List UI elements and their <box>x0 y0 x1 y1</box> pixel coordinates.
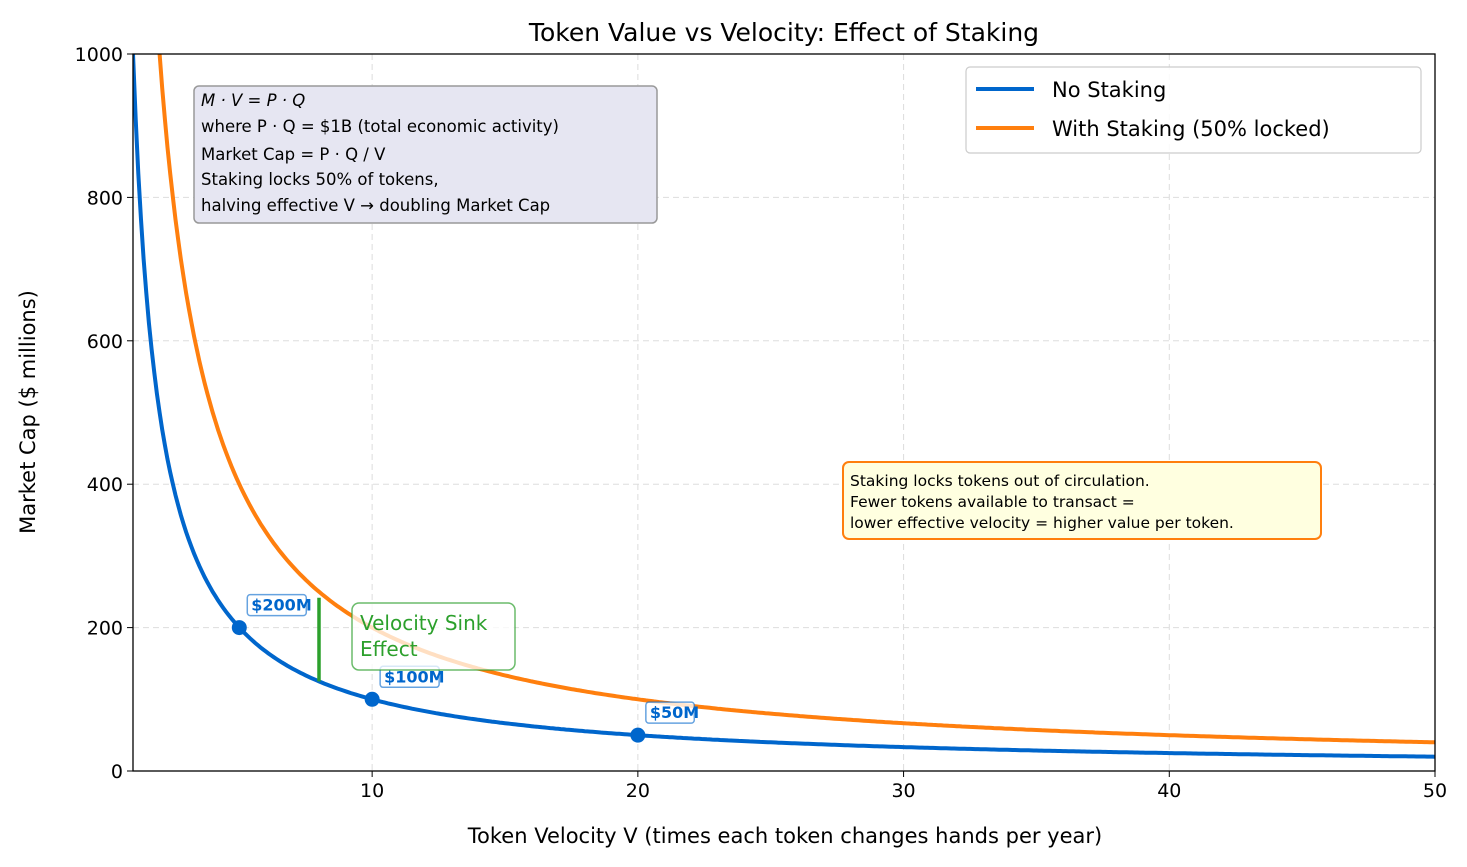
x-tick-label: 40 <box>1157 780 1181 802</box>
note-line: Fewer tokens available to transact = <box>850 493 1135 511</box>
info-line: Staking locks 50% of tokens, <box>201 170 439 189</box>
highlight-point <box>364 691 380 707</box>
y-tick-label: 1000 <box>75 44 123 66</box>
y-tick-label: 400 <box>87 474 123 496</box>
legend-label: With Staking (50% locked) <box>1052 117 1330 141</box>
point-label-box <box>645 701 696 724</box>
velocity-sink-label: Velocity Sink Effect <box>351 602 516 671</box>
note-box: Staking locks tokens out of circulation.… <box>842 461 1322 540</box>
legend-label: No Staking <box>1052 78 1166 102</box>
highlight-point <box>630 727 646 743</box>
point-label: $100M <box>384 667 444 686</box>
y-tick-label: 600 <box>87 331 123 353</box>
y-axis-label: Market Cap ($ millions) <box>16 290 40 534</box>
info-box: M · V = P · Q where P · Q = $1B (total e… <box>193 85 658 224</box>
ticks: 10 20 30 40 50 0 200 400 600 800 1000 <box>75 44 1447 802</box>
x-tick-label: 10 <box>360 780 384 802</box>
highlight-point <box>231 620 247 636</box>
chart-title: Token Value vs Velocity: Effect of Staki… <box>528 18 1039 47</box>
note-line: lower effective velocity = higher value … <box>850 514 1234 532</box>
legend: No Staking With Staking (50% locked) <box>965 66 1422 154</box>
info-line: M · V = P · Q <box>201 91 305 110</box>
y-tick-label: 0 <box>111 761 123 783</box>
plot-frame <box>132 53 1436 772</box>
x-axis-label: Token Velocity V (times each token chang… <box>467 824 1102 848</box>
point-label-box <box>246 593 308 617</box>
series-line-with-staking <box>157 54 1435 745</box>
sink-line: Velocity Sink <box>360 611 488 635</box>
y-tick-label: 800 <box>87 187 123 209</box>
y-tick-label: 200 <box>87 618 123 640</box>
curves <box>133 54 1435 759</box>
x-tick-label: 50 <box>1423 780 1447 802</box>
marks: $200M $100M $50M <box>231 593 699 743</box>
info-line: where P · Q = $1B (total economic activi… <box>201 117 559 136</box>
point-label: $200M <box>251 596 311 615</box>
sink-line: Effect <box>360 637 418 661</box>
x-tick-label: 30 <box>891 780 915 802</box>
info-line: halving effective V → doubling Market Ca… <box>201 196 550 215</box>
series-line-no-staking <box>133 54 1435 759</box>
point-label: $50M <box>650 703 699 722</box>
x-tick-label: 20 <box>626 780 650 802</box>
note-line: Staking locks tokens out of circulation. <box>850 472 1150 490</box>
info-line: Market Cap = P · Q / V <box>201 145 386 164</box>
